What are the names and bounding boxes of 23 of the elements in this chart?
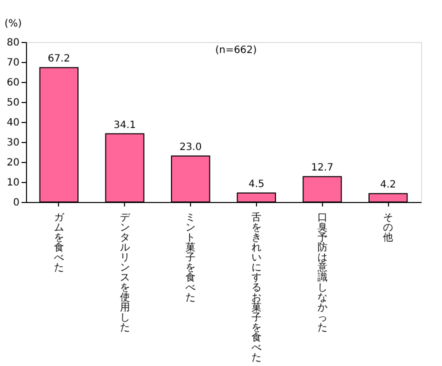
y-tick-label: 0 bbox=[13, 198, 20, 208]
y-axis-title: (%) bbox=[4, 18, 22, 30]
y-tick-label: 20 bbox=[6, 158, 20, 168]
data-label: 12.7 bbox=[311, 162, 334, 174]
data-label: 4.2 bbox=[380, 180, 396, 191]
annotation: (n=662) bbox=[215, 45, 257, 56]
category-label: 舌をきれいにするお菓子を食べた bbox=[251, 212, 262, 364]
data-label: 4.5 bbox=[248, 179, 264, 190]
x-tick-label: その他 bbox=[383, 212, 394, 244]
y-tick-label: 80 bbox=[6, 38, 20, 48]
y-tick-label: 30 bbox=[6, 138, 20, 148]
x-tick-label: ガムを食べた bbox=[54, 212, 65, 274]
category-label: ミント菓子を食べた bbox=[186, 212, 196, 304]
category-label: 口臭予防は意識しなかった bbox=[317, 212, 328, 334]
y-tick-label: 60 bbox=[6, 78, 20, 88]
y-tick-label: 10 bbox=[6, 178, 20, 188]
data-label: 34.1 bbox=[114, 120, 136, 131]
data-label: 67.2 bbox=[48, 54, 70, 65]
category-label: デンタルリンスを使用した bbox=[120, 212, 130, 334]
y-tick-label: 40 bbox=[6, 118, 20, 128]
y-tick-label: 70 bbox=[6, 58, 20, 68]
y-tick-label: 50 bbox=[6, 98, 20, 108]
data-label: 23.0 bbox=[179, 142, 202, 153]
